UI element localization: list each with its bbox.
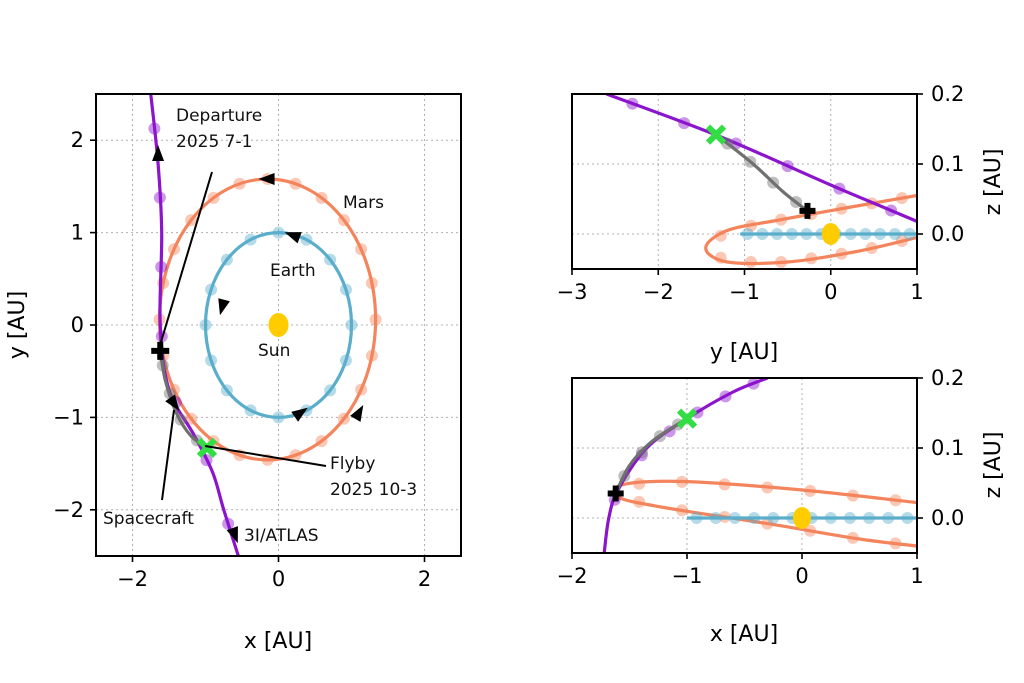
yz-panel: −3 −2 −1 0 1 0.0 0.1 0.2 y [AU] z [AU] xyxy=(557,82,1006,365)
arrow-head-icon xyxy=(258,173,275,186)
departure-marker xyxy=(607,485,624,502)
xy-x-axis-title: x [AU] xyxy=(244,629,312,654)
xy-y-tick-label: −2 xyxy=(53,498,84,522)
arrow-head-icon xyxy=(291,407,308,422)
flyby-marker xyxy=(196,437,218,459)
arrow-head-icon xyxy=(350,404,364,422)
xz-grid xyxy=(571,377,918,553)
arrow-head-icon xyxy=(284,232,302,244)
yz-y-tick-label: 0.0 xyxy=(931,222,964,246)
spacecraft-line xyxy=(614,417,688,495)
spacecraft-trajectory-series xyxy=(156,350,208,450)
mars-line-group xyxy=(704,192,917,268)
arrow-head-icon xyxy=(226,526,238,544)
flyby-leader-line xyxy=(204,445,327,467)
direction-arrows xyxy=(152,145,364,544)
atlas-line-group xyxy=(605,94,917,223)
departure-marker xyxy=(151,341,170,360)
departure-label: Departure xyxy=(176,106,262,126)
flyby-marker xyxy=(676,408,698,429)
yz-x-axis-title: y [AU] xyxy=(710,340,778,365)
xy-x-tick-label: 0 xyxy=(272,567,285,591)
xz-x-axis-title: x [AU] xyxy=(710,622,778,647)
mars-sample-point xyxy=(744,256,757,268)
spacecraft-leader-line xyxy=(161,409,175,501)
mars-line xyxy=(704,193,917,266)
xz-ticks: −2 −1 0 1 0.0 0.1 0.2 xyxy=(557,366,965,588)
departure-leader-line xyxy=(160,171,213,343)
xy-y-tick-label: 0 xyxy=(71,313,84,337)
sun-marker xyxy=(268,313,289,337)
arrow-head-icon xyxy=(218,298,230,316)
xy-y-axis-title: y [AU] xyxy=(5,291,30,359)
sun-disc xyxy=(268,313,289,337)
yz-y-tick-label: 0.1 xyxy=(931,152,964,176)
sun-disc xyxy=(821,223,840,245)
spacecraft-line xyxy=(715,133,809,213)
xz-x-tick-label: 0 xyxy=(795,564,808,588)
flyby-label: Flyby xyxy=(330,454,375,474)
xy-y-tick-label: 1 xyxy=(71,221,84,245)
earth-orbit-line xyxy=(203,231,354,420)
spacecraft-line-group xyxy=(715,133,809,213)
xy-ticks: −2 0 2 −2 −1 0 1 2 xyxy=(53,128,431,591)
flyby-marker xyxy=(705,124,727,145)
flyby-date-label: 2025 10-3 xyxy=(330,480,417,500)
arrow-head-icon xyxy=(165,394,180,411)
yz-ticks: −3 −2 −1 0 1 0.0 0.1 0.2 xyxy=(557,82,965,304)
xz-axes-frame xyxy=(571,377,918,554)
yz-x-tick-label: −1 xyxy=(729,280,760,304)
sun-label: Sun xyxy=(258,341,290,361)
annotation-leaders xyxy=(160,171,327,501)
atlas-line xyxy=(605,94,917,223)
departure-marker xyxy=(799,202,816,219)
xz-y-tick-label: 0.2 xyxy=(931,366,964,390)
atlas-label: 3I/ATLAS xyxy=(244,526,319,546)
yz-y-axis-title: z [AU] xyxy=(981,149,1006,216)
xz-y-tick-label: 0.1 xyxy=(931,436,964,460)
xy-x-tick-label: −2 xyxy=(117,567,148,591)
yz-x-tick-label: −3 xyxy=(557,280,588,304)
xz-y-tick-label: 0.0 xyxy=(931,506,964,530)
xy-y-tick-label: −1 xyxy=(53,405,84,429)
earth-line-group xyxy=(687,512,917,524)
arrow-head-icon xyxy=(152,145,165,162)
xy-y-tick-label: 2 xyxy=(71,128,84,152)
sun-disc xyxy=(793,507,811,529)
xy-x-tick-label: 2 xyxy=(418,567,431,591)
event-markers xyxy=(151,341,218,459)
earth-orbit-series xyxy=(199,226,358,424)
spacecraft-line-group xyxy=(156,350,208,450)
xz-series xyxy=(602,378,917,553)
yz-series xyxy=(605,94,917,268)
xz-x-tick-label: 1 xyxy=(910,564,923,588)
mars-label: Mars xyxy=(343,193,384,213)
xz-x-tick-label: −1 xyxy=(672,564,703,588)
xz-y-axis-title: z [AU] xyxy=(981,432,1006,499)
xz-x-tick-label: −2 xyxy=(557,564,588,588)
spacecraft-label: Spacecraft xyxy=(103,509,194,529)
yz-grid xyxy=(571,93,918,269)
yz-x-tick-label: 1 xyxy=(910,280,923,304)
xz-panel: −2 −1 0 1 0.0 0.1 0.2 x [AU] z [AU] xyxy=(557,366,1006,647)
xy-panel: Departure 2025 7-1 Mars Earth Sun Flyby … xyxy=(5,93,462,654)
yz-x-tick-label: 0 xyxy=(824,280,837,304)
yz-x-tick-label: −2 xyxy=(643,280,674,304)
spacecraft-line xyxy=(158,350,208,450)
departure-date-label: 2025 7-1 xyxy=(176,132,252,152)
yz-y-tick-label: 0.2 xyxy=(931,82,964,106)
earth-label: Earth xyxy=(270,261,316,281)
